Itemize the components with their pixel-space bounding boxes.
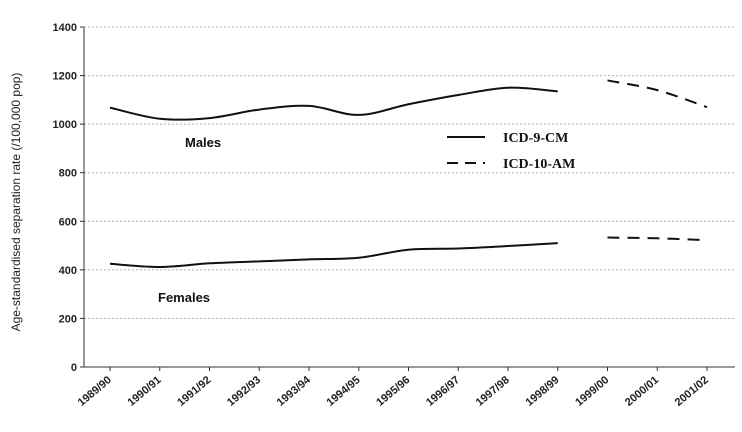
annotation-males: Males — [185, 135, 221, 150]
x-tick-label: 1998/99 — [524, 374, 562, 409]
x-tick-label: 1989/90 — [76, 374, 114, 409]
y-axis-ticks: 0 200 400 600 800 1000 1200 1400 — [53, 22, 84, 374]
x-tick-label: 1996/97 — [424, 374, 462, 409]
series-line-males-dashed — [607, 79, 708, 109]
x-tick-label: 2000/01 — [623, 374, 661, 409]
series-line-females-solid — [109, 242, 558, 268]
y-tick-label: 0 — [71, 362, 77, 374]
x-tick-label: 1995/96 — [374, 374, 412, 409]
x-tick-label: 1992/93 — [225, 374, 263, 409]
y-axis-label: Age-standardised separation rate (/100,0… — [9, 73, 23, 332]
x-tick-label: 1999/00 — [573, 374, 611, 409]
x-tick-label: 1994/95 — [325, 374, 363, 409]
x-tick-label: 1990/91 — [126, 374, 164, 409]
series-line-males-solid — [109, 86, 558, 121]
x-axis-ticks: 1989/90 1990/91 1991/92 1992/93 1993/94 1994/… — [76, 367, 711, 409]
y-tick-label: 600 — [59, 216, 77, 228]
x-tick-label: 2001/02 — [673, 374, 711, 409]
annotation-females: Females — [158, 290, 210, 305]
x-tick-label: 1993/94 — [275, 374, 314, 409]
y-tick-label: 800 — [59, 168, 77, 180]
y-tick-label: 1000 — [53, 119, 77, 131]
y-tick-label: 1200 — [53, 71, 77, 83]
series-lines — [109, 79, 708, 268]
legend-label-icd10: ICD-10-AM — [503, 157, 575, 172]
y-tick-label: 400 — [59, 265, 77, 277]
gridlines — [84, 26, 735, 319]
x-tick-label: 1997/98 — [474, 374, 512, 409]
legend: ICD-9-CM ICD-10-AM — [447, 131, 575, 172]
y-tick-label: 1400 — [53, 22, 77, 34]
x-tick-label: 1991/92 — [175, 374, 213, 409]
legend-label-icd9: ICD-9-CM — [503, 131, 568, 146]
y-tick-label: 200 — [59, 313, 77, 325]
series-line-females-dashed — [607, 236, 708, 242]
